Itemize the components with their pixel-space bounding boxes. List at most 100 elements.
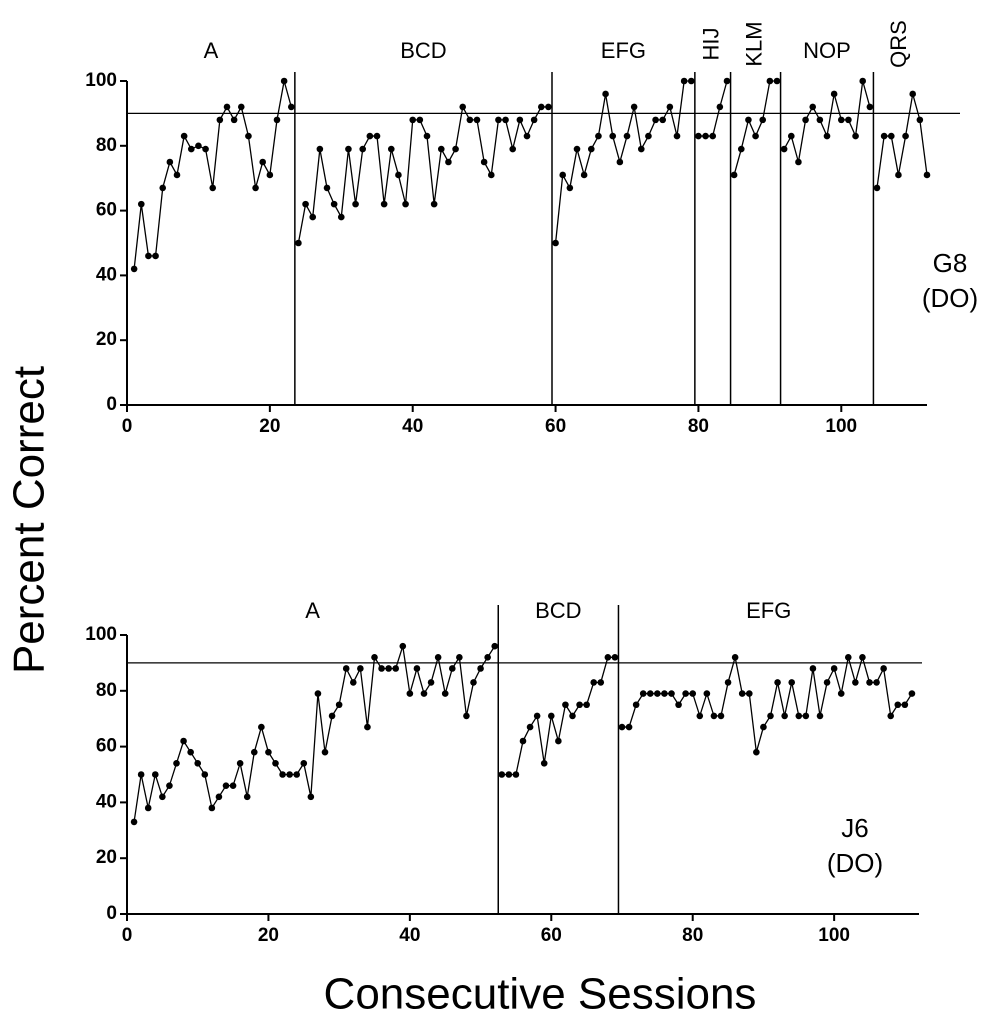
data-point	[130, 265, 138, 273]
data-point	[687, 77, 695, 85]
data-point	[646, 690, 654, 697]
y-tick-label: 0	[106, 394, 117, 415]
x-tick-label: 40	[399, 925, 420, 946]
data-point	[909, 90, 917, 98]
data-point	[373, 132, 381, 140]
data-line	[622, 654, 913, 753]
data-point	[395, 171, 402, 179]
phase-label: HIJ	[699, 28, 724, 61]
data-point	[616, 158, 624, 166]
data-point	[137, 200, 145, 208]
data-point	[602, 90, 609, 98]
data-point	[378, 665, 385, 672]
data-point	[682, 690, 689, 697]
data-point	[187, 145, 195, 153]
data-point	[273, 116, 281, 124]
data-point	[623, 132, 631, 140]
data-point	[901, 701, 909, 709]
data-point	[222, 782, 230, 789]
data-point	[441, 690, 449, 697]
data-point	[753, 748, 760, 756]
y-tick-label: 100	[85, 70, 117, 91]
data-point	[916, 116, 924, 124]
data-point	[852, 679, 859, 686]
data-point	[668, 690, 675, 697]
data-point	[279, 771, 286, 778]
data-point	[887, 132, 895, 140]
data-point	[237, 103, 245, 111]
data-point	[816, 712, 824, 720]
data-point	[866, 103, 874, 111]
data-point	[630, 103, 638, 111]
data-point	[502, 116, 509, 124]
data-point	[745, 116, 752, 124]
data-point	[680, 77, 688, 85]
data-point	[767, 712, 774, 720]
data-point	[202, 145, 209, 153]
data-point	[552, 239, 559, 247]
data-point	[562, 701, 569, 709]
data-line	[501, 656, 615, 776]
data-point	[545, 103, 552, 111]
data-point	[666, 103, 674, 111]
data-point	[437, 145, 445, 153]
y-tick-label: 40	[96, 264, 117, 285]
data-point	[537, 103, 545, 111]
data-point	[509, 145, 517, 153]
y-tick-label: 80	[96, 680, 117, 701]
data-point	[286, 771, 293, 778]
data-point	[703, 690, 711, 697]
data-point	[392, 665, 400, 672]
data-point	[823, 132, 831, 140]
data-point	[151, 771, 159, 778]
data-point	[406, 690, 414, 697]
data-point	[357, 665, 364, 672]
x-tick-label: 40	[402, 416, 423, 437]
data-point	[566, 184, 574, 192]
data-point	[709, 132, 717, 140]
data-point	[895, 171, 902, 179]
data-point	[366, 132, 374, 140]
data-point	[252, 184, 259, 192]
data-line	[133, 645, 496, 823]
data-point	[516, 116, 524, 124]
phase-label: BCD	[535, 598, 581, 623]
data-point	[737, 145, 745, 153]
data-point	[399, 642, 407, 650]
phase-label: BCD	[400, 38, 446, 63]
data-point	[330, 200, 338, 208]
data-point	[385, 665, 392, 672]
data-point	[723, 77, 731, 85]
data-point	[349, 679, 357, 686]
data-point	[364, 723, 371, 731]
data-point	[580, 171, 588, 179]
data-point	[459, 103, 467, 111]
data-point	[569, 712, 576, 720]
data-point	[159, 793, 166, 801]
data-point	[873, 184, 881, 192]
data-point	[215, 793, 223, 801]
data-point	[661, 690, 668, 697]
data-point	[788, 679, 796, 686]
data-point	[245, 132, 252, 140]
data-point	[923, 171, 931, 179]
data-point	[420, 690, 428, 697]
x-tick-label: 80	[682, 925, 703, 946]
data-point	[816, 116, 824, 124]
data-point	[689, 690, 697, 697]
data-point	[272, 760, 279, 767]
data-point	[487, 171, 495, 179]
data-point	[802, 116, 809, 124]
phase-label: KLM	[741, 21, 766, 66]
data-point	[731, 654, 739, 661]
data-point	[287, 103, 295, 111]
data-point	[773, 77, 781, 85]
data-point	[223, 103, 231, 111]
data-point	[766, 77, 774, 85]
data-point	[250, 748, 258, 756]
data-point	[837, 116, 845, 124]
data-point	[887, 712, 895, 720]
data-point	[652, 116, 659, 124]
data-point	[265, 748, 272, 756]
data-point	[823, 679, 831, 686]
